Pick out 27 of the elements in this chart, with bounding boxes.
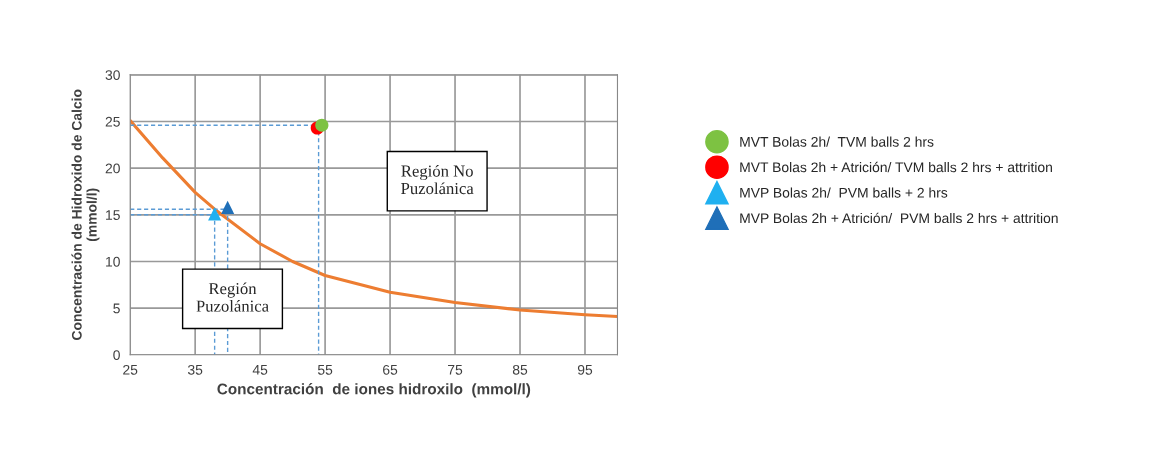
y-tick-label: 20	[105, 163, 120, 174]
legend-label: MVT Bolas 2h + Atrición/ TVM balls 2 hrs + attrition	[740, 161, 1052, 173]
x-tick-label: 45	[252, 365, 268, 375]
x-tick-label: 65	[383, 364, 398, 375]
annotation: Región No Puzolánica	[401, 164, 474, 195]
annotation: Región Puzolánica	[196, 282, 269, 312]
legend-label: MVT Bolas 2h/ TVM balls 2 hrs	[740, 136, 934, 147]
x-tick-label: 95	[577, 364, 593, 375]
y-tick-label: 10	[106, 256, 120, 267]
y-tick-label: 15	[106, 210, 120, 220]
point	[208, 207, 222, 221]
legend-label: MVP Bolas 2h + Atrición/ PVM balls 2 hrs + attrition	[740, 212, 1058, 224]
y-tick-label: 25	[105, 116, 120, 127]
point	[315, 118, 329, 132]
y-axis-title: Concentración de Hidroxido de Calcio (mmol/l)	[71, 89, 100, 341]
x-tick-label: 75	[448, 365, 463, 375]
y-tick-label: 5	[113, 303, 120, 314]
point	[221, 200, 235, 214]
x-tick-label: 35	[187, 364, 203, 375]
legend-label: MVP Bolas 2h/ PVM balls + 2 hrs	[740, 187, 948, 198]
line-series	[130, 119, 618, 319]
x-axis-title: Concentración de iones hidroxilo (mmol/l)	[217, 383, 531, 398]
x-tick-label: 25	[123, 364, 138, 375]
x-tick-label: 85	[512, 364, 528, 375]
x-tick-label: 55	[317, 365, 333, 375]
y-tick-label: 0	[113, 350, 120, 360]
y-tick-label: 30	[105, 70, 120, 80]
